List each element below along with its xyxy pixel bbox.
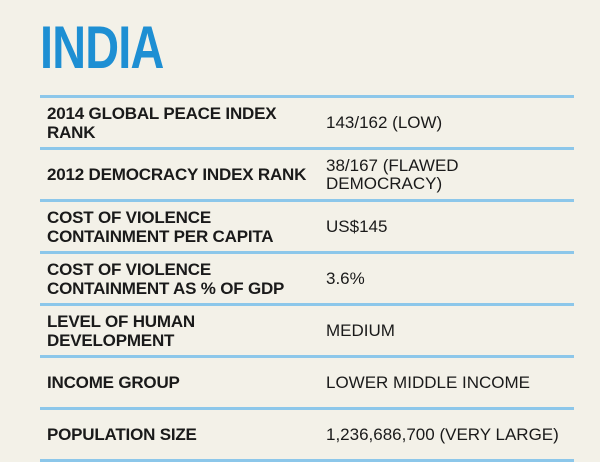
- row-divider: [40, 407, 574, 410]
- row-value: MEDIUM: [326, 320, 395, 340]
- row-label: LEVEL OF HUMAN DEVELOPMENT: [47, 311, 196, 350]
- table-row: 2012 DEMOCRACY INDEX RANK 38/167 (FLAWED…: [40, 150, 574, 199]
- row-label: POPULATION SIZE: [47, 425, 197, 444]
- table-row: LEVEL OF HUMAN DEVELOPMENT MEDIUM: [40, 306, 574, 355]
- row-label: COST OF VIOLENCE CONTAINMENT AS % OF GDP: [47, 259, 285, 298]
- row-value: LOWER MIDDLE INCOME: [326, 372, 531, 392]
- row-value: 1,236,686,700 (VERY LARGE): [326, 424, 559, 444]
- row-label: INCOME GROUP: [47, 373, 180, 392]
- row-label: 2012 DEMOCRACY INDEX RANK: [47, 165, 307, 184]
- row-divider: [40, 147, 574, 150]
- stats-table: 2014 GLOBAL PEACE INDEX RANK 143/162 (LO…: [40, 95, 574, 462]
- row-value: 3.6%: [326, 268, 365, 288]
- table-row: 2014 GLOBAL PEACE INDEX RANK 143/162 (LO…: [40, 98, 574, 147]
- row-value: 143/162 (LOW): [326, 112, 443, 132]
- row-divider: [40, 95, 574, 98]
- table-row: COST OF VIOLENCE CONTAINMENT AS % OF GDP…: [40, 254, 574, 303]
- row-divider: [40, 303, 574, 306]
- row-label: COST OF VIOLENCE CONTAINMENT PER CAPITA: [47, 207, 274, 246]
- row-label: 2014 GLOBAL PEACE INDEX RANK: [47, 103, 277, 142]
- row-divider: [40, 355, 574, 358]
- row-value: 38/167 (FLAWED DEMOCRACY): [326, 155, 459, 193]
- table-row: COST OF VIOLENCE CONTAINMENT PER CAPITA …: [40, 202, 574, 251]
- table-row: POPULATION SIZE 1,236,686,700 (VERY LARG…: [40, 410, 574, 459]
- page-title: INDIA: [40, 14, 164, 81]
- table-row: INCOME GROUP LOWER MIDDLE INCOME: [40, 358, 574, 407]
- row-divider: [40, 251, 574, 254]
- row-divider: [40, 199, 574, 202]
- row-value: US$145: [326, 216, 388, 236]
